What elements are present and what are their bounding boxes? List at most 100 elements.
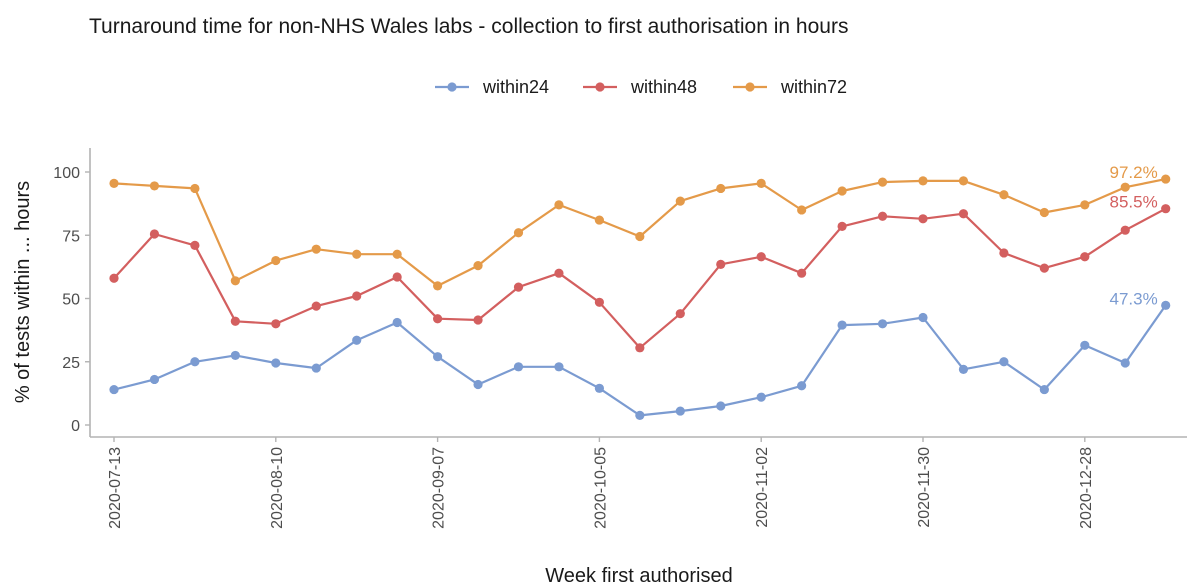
- data-point-within24: [554, 362, 564, 372]
- data-point-within24: [594, 383, 605, 393]
- data-point-within24: [352, 335, 362, 345]
- data-point-within72: [311, 244, 321, 254]
- legend-label: within24: [482, 77, 549, 97]
- x-tick-label: 2020-11-02: [754, 447, 771, 528]
- x-axis-title: Week first authorised: [545, 565, 733, 586]
- data-point-within48: [311, 301, 321, 311]
- data-point-within48: [473, 315, 483, 325]
- y-axis: 0 25 50 75 100: [53, 148, 91, 437]
- data-point-within24: [513, 362, 524, 372]
- data-point-within48: [837, 221, 847, 231]
- data-point-within48: [716, 259, 726, 269]
- series-within24: 47.3%: [109, 289, 1171, 420]
- data-point-within24: [392, 317, 402, 328]
- data-point-within24: [999, 357, 1009, 367]
- data-point-within24: [190, 357, 200, 367]
- data-point-within72: [1120, 182, 1130, 192]
- data-point-within48: [877, 211, 888, 221]
- data-point-within72: [473, 261, 483, 271]
- data-point-within48: [149, 229, 160, 239]
- data-point-within72: [594, 215, 605, 225]
- data-point-within48: [271, 319, 281, 329]
- data-point-within48: [756, 252, 766, 262]
- legend-item-within24: within24: [435, 77, 549, 97]
- legend-swatch-dot: [595, 82, 605, 92]
- data-point-within24: [1120, 358, 1130, 368]
- y-tick-label: 25: [62, 355, 80, 372]
- data-point-within48: [190, 240, 200, 250]
- data-point-within48: [513, 282, 524, 292]
- data-point-within72: [877, 177, 888, 187]
- data-point-within72: [149, 181, 160, 191]
- data-point-within24: [797, 381, 807, 391]
- data-point-within72: [1161, 174, 1171, 184]
- data-point-within72: [958, 176, 969, 186]
- data-point-within48: [230, 316, 240, 326]
- x-axis: 2020-07-13 2020-08-10 2020-09-07 2020-10-05…: [90, 436, 1187, 529]
- legend: within24 within48 within72: [435, 77, 847, 97]
- legend-label: within72: [780, 77, 847, 97]
- data-point-within48: [433, 314, 443, 324]
- legend-item-within72: within72: [733, 77, 847, 97]
- data-point-within48: [109, 273, 119, 283]
- data-point-within24: [756, 392, 766, 402]
- data-point-within72: [999, 190, 1009, 200]
- y-axis-title: % of tests within ... hours: [12, 181, 34, 403]
- data-point-within72: [352, 249, 362, 259]
- y-tick-label: 50: [62, 292, 80, 309]
- data-point-within72: [554, 200, 564, 210]
- data-point-within72: [635, 231, 645, 242]
- data-point-within48: [1039, 263, 1049, 273]
- data-point-within48: [675, 309, 685, 319]
- data-point-within24: [311, 363, 321, 373]
- legend-label: within48: [630, 77, 697, 97]
- data-point-within24: [635, 410, 645, 420]
- data-point-within72: [675, 196, 685, 206]
- x-tick-label: 2020-11-30: [916, 447, 933, 528]
- data-point-within72: [230, 276, 240, 286]
- data-point-within48: [392, 272, 402, 282]
- data-point-within72: [797, 205, 807, 215]
- legend-swatch-dot: [745, 82, 755, 92]
- data-point-within72: [837, 186, 847, 196]
- y-tick-label: 75: [62, 228, 80, 245]
- data-point-within24: [109, 384, 119, 395]
- legend-swatch-dot: [447, 82, 457, 92]
- data-point-within24: [433, 352, 443, 362]
- data-point-within24: [716, 401, 726, 411]
- data-point-within72: [918, 176, 928, 186]
- data-point-within48: [635, 343, 645, 353]
- chart-title: Turnaround time for non-NHS Wales labs -…: [89, 15, 848, 38]
- end-value-label-within72: 97.2%: [1109, 163, 1157, 182]
- data-point-within48: [1080, 252, 1090, 262]
- data-point-within48: [1120, 225, 1130, 235]
- data-point-within72: [513, 228, 524, 238]
- end-value-label-within48: 85.5%: [1109, 193, 1157, 212]
- data-point-within72: [433, 281, 443, 291]
- data-point-within24: [675, 406, 685, 416]
- end-value-label-within24: 47.3%: [1109, 289, 1157, 308]
- data-point-within72: [716, 183, 726, 194]
- data-point-within24: [958, 364, 969, 374]
- y-tick-label: 0: [71, 418, 80, 435]
- data-point-within48: [352, 291, 362, 301]
- data-point-within48: [999, 248, 1009, 258]
- data-point-within72: [756, 178, 766, 188]
- data-point-within48: [594, 297, 605, 307]
- data-point-within24: [149, 374, 160, 385]
- x-tick-label: 2020-10-05: [592, 447, 609, 529]
- data-point-within72: [109, 178, 119, 188]
- data-point-within24: [1039, 384, 1049, 395]
- data-point-within48: [554, 268, 564, 278]
- data-point-within24: [837, 320, 847, 330]
- y-tick-label: 100: [53, 165, 80, 182]
- series-line-within48: [113, 207, 1167, 349]
- data-point-within48: [958, 209, 969, 219]
- data-point-within24: [918, 312, 928, 323]
- data-point-within24: [473, 379, 483, 390]
- data-point-within72: [392, 249, 402, 259]
- x-tick-label: 2020-08-10: [269, 447, 286, 529]
- data-point-within72: [1080, 200, 1090, 210]
- data-point-within72: [1039, 207, 1049, 218]
